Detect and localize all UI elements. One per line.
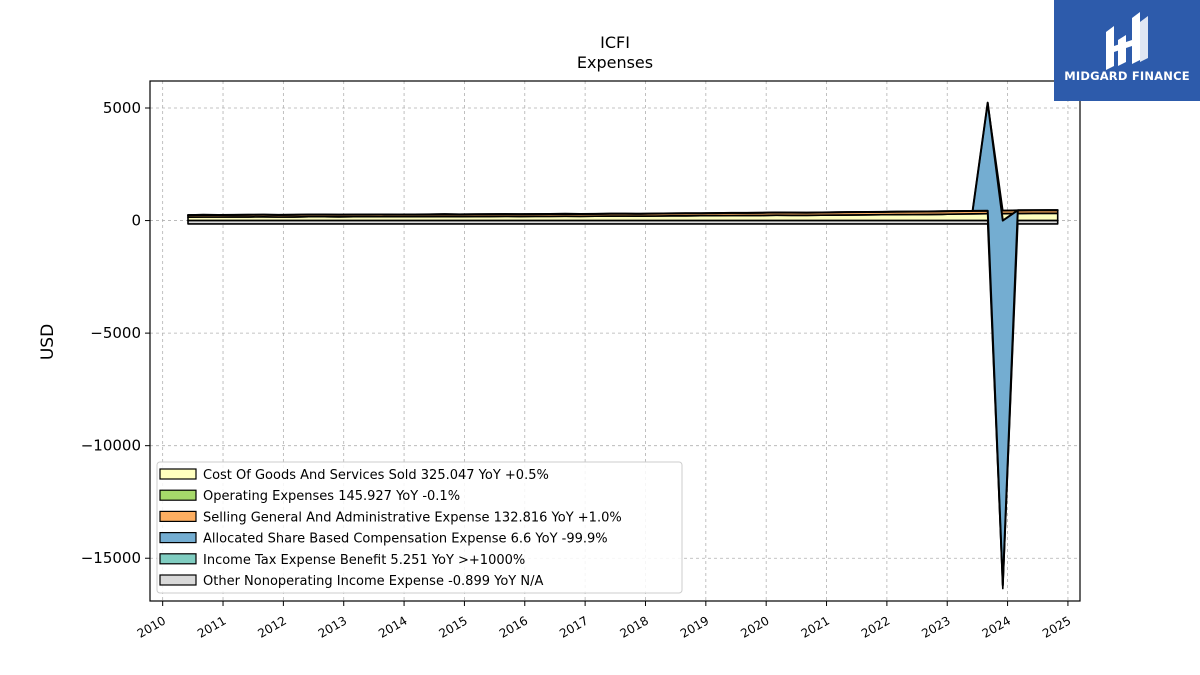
x-tick-label-2022: 2022 — [859, 613, 892, 640]
chart-title: ICFI — [600, 33, 630, 52]
midgard-finance-logo: MIDGARD FINANCE — [1054, 0, 1200, 101]
y-tick-label-4: −15000 — [81, 549, 141, 567]
logo-text: MIDGARD FINANCE — [1064, 69, 1190, 83]
legend-swatch-1 — [159, 489, 197, 501]
x-tick-label-2012: 2012 — [255, 613, 288, 640]
plot-frame — [149, 80, 1081, 602]
x-tick-label-2019: 2019 — [678, 613, 711, 640]
x-tick-label-2023: 2023 — [919, 613, 952, 640]
legend-swatch-3 — [159, 531, 197, 544]
legend-swatch-4 — [159, 553, 197, 565]
grid — [150, 81, 1080, 601]
x-tick-label-2025: 2025 — [1040, 613, 1073, 640]
y-ticks: 5000 0 −5000 −10000 −15000 — [81, 99, 150, 567]
series-areas — [187, 101, 1059, 590]
legend-swatch-5 — [159, 574, 197, 586]
x-tick-label-2015: 2015 — [436, 613, 469, 640]
logo-mark-icon — [1106, 12, 1148, 70]
x-ticks: 2010 2011 2012 2013 2014 2015 2016 2017 2018 2019… — [135, 601, 1073, 641]
chart-subtitle: Expenses — [577, 53, 653, 72]
y-tick-label-2: −5000 — [90, 324, 141, 342]
x-tick-label-2024: 2024 — [980, 613, 1013, 640]
legend-label-5: Other Nonoperating Income Expense -0.899… — [203, 574, 543, 589]
x-tick-label-2011: 2011 — [195, 613, 228, 640]
legend-label-1: Operating Expenses 145.927 YoY -0.1% — [203, 489, 460, 504]
y-tick-label-0: 5000 — [103, 99, 141, 117]
x-tick-label-2017: 2017 — [557, 613, 590, 640]
legend-label-3: Allocated Share Based Compensation Expen… — [203, 532, 608, 547]
legend: Cost Of Goods And Services Sold 325.047 … — [156, 461, 683, 594]
legend-swatch-2 — [159, 510, 197, 522]
x-tick-label-2010: 2010 — [135, 613, 168, 640]
x-tick-label-2013: 2013 — [316, 613, 349, 640]
legend-label-0: Cost Of Goods And Services Sold 325.047 … — [203, 468, 549, 483]
x-tick-label-2018: 2018 — [618, 613, 651, 640]
x-tick-label-2020: 2020 — [738, 613, 771, 640]
y-axis-label: USD — [38, 324, 58, 360]
series-area-5 — [187, 219, 1059, 590]
legend-box — [156, 461, 683, 594]
x-tick-label-2014: 2014 — [376, 613, 409, 640]
x-tick-label-2016: 2016 — [497, 613, 530, 640]
legend-label-2: Selling General And Administrative Expen… — [203, 510, 622, 525]
legend-label-4: Income Tax Expense Benefit 5.251 YoY >+1… — [203, 553, 525, 568]
y-tick-label-1: 0 — [131, 212, 141, 230]
x-tick-label-2021: 2021 — [799, 613, 832, 640]
series-area-4 — [187, 101, 1059, 216]
legend-swatch-0 — [159, 468, 197, 480]
y-tick-label-3: −10000 — [81, 437, 141, 455]
